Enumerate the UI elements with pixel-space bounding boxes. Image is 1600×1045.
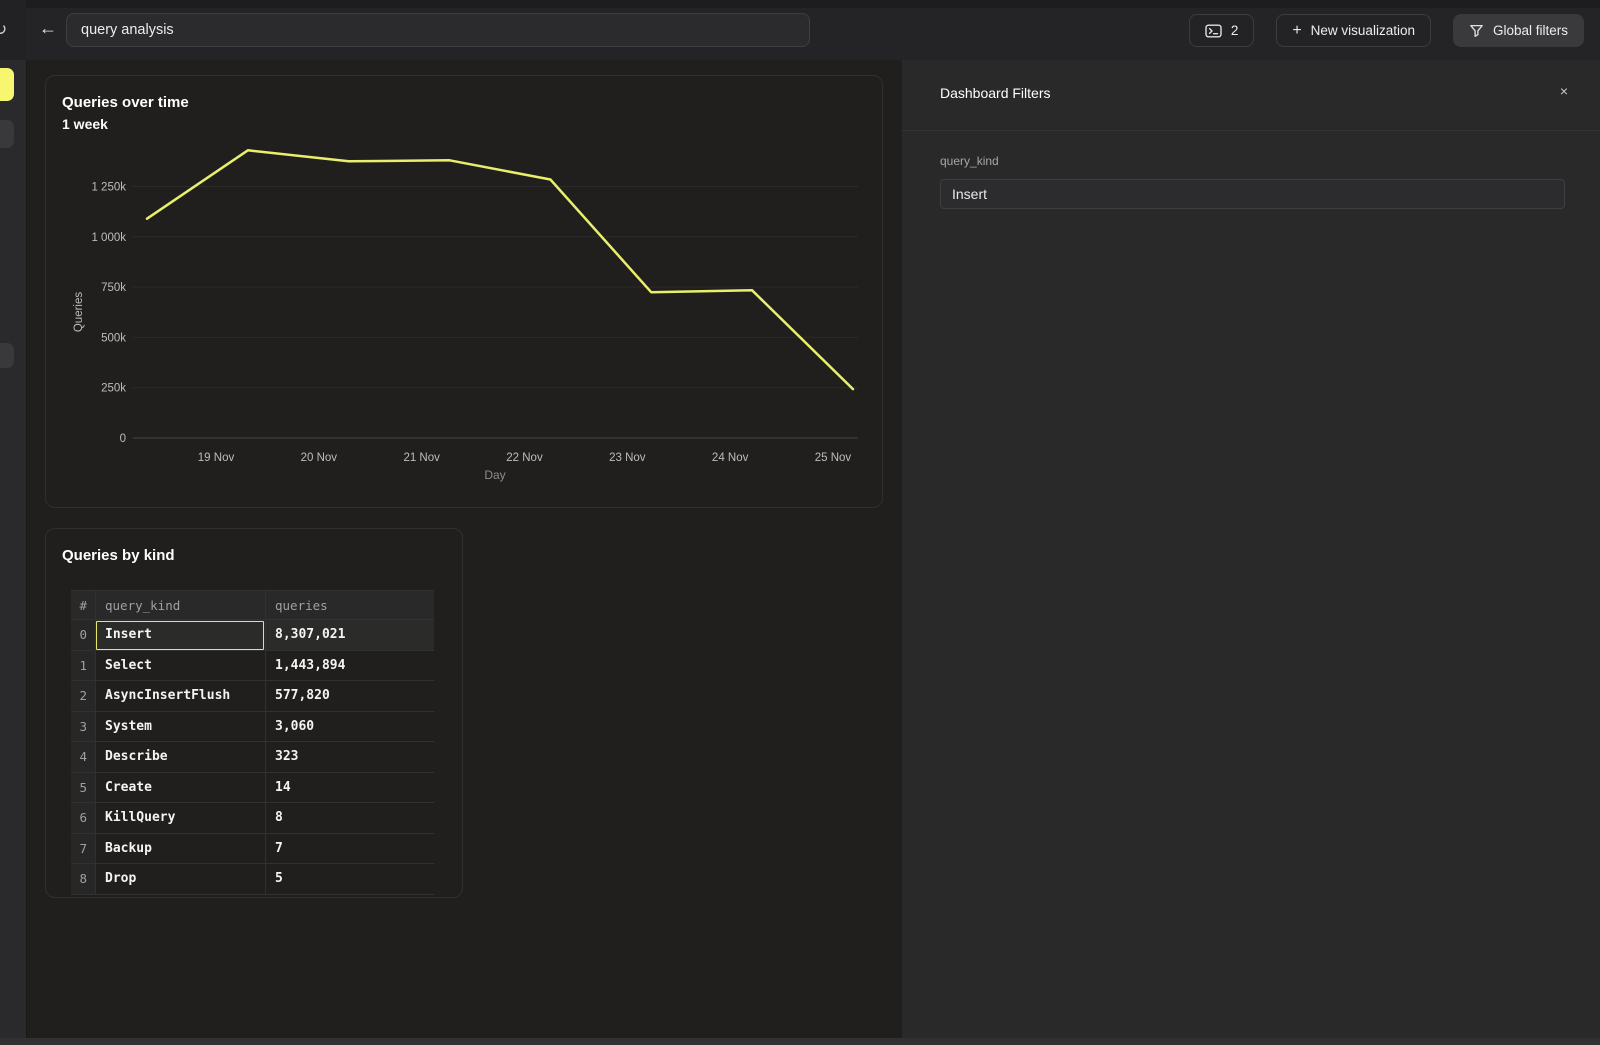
- queries-value-cell[interactable]: 577,820: [265, 681, 434, 712]
- queries-value-cell[interactable]: 14: [265, 773, 434, 804]
- queries-value-cell[interactable]: 1,443,894: [265, 651, 434, 682]
- table-row: 8Drop5: [71, 864, 434, 895]
- row-index-cell: 5: [71, 773, 95, 804]
- dashboard-title-input[interactable]: [66, 13, 810, 47]
- column-header-index: #: [71, 590, 95, 620]
- table-row: 1Select1,443,894: [71, 651, 434, 682]
- queries-by-kind-card[interactable]: Queries by kind # query_kind queries 0In…: [45, 528, 463, 898]
- window-top-edge: [0, 0, 1600, 8]
- queries-by-kind-table: # query_kind queries 0Insert8,307,0211Se…: [71, 590, 434, 895]
- queries-value-cell[interactable]: 323: [265, 742, 434, 773]
- global-filters-label: Global filters: [1493, 23, 1568, 38]
- visualization-sidebar: [0, 60, 27, 1045]
- query-kind-cell[interactable]: Insert: [95, 620, 265, 651]
- query-kind-cell[interactable]: Select: [95, 651, 265, 682]
- row-index-cell: 3: [71, 712, 95, 743]
- x-tick-label: 25 Nov: [815, 452, 852, 464]
- table-row: 3System3,060: [71, 712, 434, 743]
- y-axis-title: Queries: [73, 292, 85, 333]
- queries-over-time-chart: 0 250k 500k 750k 1 000k 1 250k 19 Nov 20 Nov 21 …: [46, 76, 884, 509]
- table-body: 0Insert8,307,0211Select1,443,8942AsyncIn…: [71, 620, 434, 895]
- table-row: 0Insert8,307,021: [71, 620, 434, 651]
- query-kind-filter-input[interactable]: [940, 179, 1565, 209]
- x-tick-label: 20 Nov: [301, 452, 338, 464]
- y-tick-label: 1 250k: [91, 182, 126, 194]
- window-bottom-edge: [0, 1038, 1600, 1045]
- x-tick-label: 22 Nov: [506, 452, 543, 464]
- query-kind-cell[interactable]: Create: [95, 773, 265, 804]
- y-tick-label: 1 000k: [91, 232, 126, 244]
- query-kind-cell[interactable]: AsyncInsertFlush: [95, 681, 265, 712]
- sidebar-tile[interactable]: [0, 120, 14, 148]
- table-row: 7Backup7: [71, 834, 434, 865]
- reload-icon[interactable]: ↻: [0, 20, 7, 40]
- new-visualization-label: New visualization: [1311, 23, 1415, 38]
- sidebar-tile-active[interactable]: [0, 68, 14, 101]
- query-kind-cell[interactable]: Drop: [95, 864, 265, 895]
- queries-value-cell[interactable]: 8: [265, 803, 434, 834]
- row-index-cell: 8: [71, 864, 95, 895]
- query-kind-cell[interactable]: KillQuery: [95, 803, 265, 834]
- close-icon[interactable]: ×: [1560, 83, 1568, 99]
- filter-field-label: query_kind: [940, 154, 999, 168]
- queries-value-cell[interactable]: 8,307,021: [265, 620, 434, 651]
- row-index-cell: 2: [71, 681, 95, 712]
- console-count-button[interactable]: 2: [1189, 14, 1255, 47]
- top-bar: ↻ ← 2 + New visualization Global: [0, 0, 1600, 60]
- table-header-row: # query_kind queries: [71, 590, 434, 620]
- query-kind-cell[interactable]: System: [95, 712, 265, 743]
- chart-title: Queries over time: [62, 94, 189, 111]
- column-header-query-kind: query_kind: [95, 590, 265, 620]
- table-row: 6KillQuery8: [71, 803, 434, 834]
- global-filters-button[interactable]: Global filters: [1453, 14, 1584, 47]
- row-index-cell: 4: [71, 742, 95, 773]
- console-count: 2: [1231, 23, 1239, 38]
- queries-over-time-card[interactable]: 0 250k 500k 750k 1 000k 1 250k 19 Nov 20 Nov 21 …: [45, 75, 883, 508]
- back-button[interactable]: ←: [39, 18, 57, 39]
- row-index-cell: 7: [71, 834, 95, 865]
- x-tick-label: 24 Nov: [712, 452, 749, 464]
- top-bar-actions: 2 + New visualization Global filters: [1189, 14, 1584, 47]
- x-tick-label: 23 Nov: [609, 452, 646, 464]
- console-icon: [1205, 24, 1222, 38]
- x-tick-label: 19 Nov: [198, 452, 235, 464]
- row-index-cell: 0: [71, 620, 95, 651]
- dashboard-canvas: 0250k500k750k1 000k1 250k19 Nov20 Nov21 …: [27, 60, 902, 1045]
- column-header-queries: queries: [265, 590, 434, 620]
- y-tick-label: 250k: [101, 383, 126, 395]
- queries-value-cell[interactable]: 3,060: [265, 712, 434, 743]
- table-row: 4Describe323: [71, 742, 434, 773]
- dashboard-filters-panel: Dashboard Filters × query_kind: [902, 60, 1600, 1045]
- panel-divider: [902, 130, 1600, 131]
- plus-icon: +: [1292, 23, 1301, 39]
- y-tick-label: 0: [120, 433, 126, 445]
- x-tick-label: 21 Nov: [403, 452, 440, 464]
- top-bar-corner: ↻: [0, 0, 26, 60]
- table-title: Queries by kind: [62, 547, 175, 564]
- queries-value-cell[interactable]: 7: [265, 834, 434, 865]
- table-row: 5Create14: [71, 773, 434, 804]
- filters-panel-title: Dashboard Filters: [940, 85, 1051, 101]
- funnel-icon: [1469, 24, 1484, 38]
- row-index-cell: 6: [71, 803, 95, 834]
- chart-subtitle: 1 week: [62, 116, 108, 132]
- query-kind-cell[interactable]: Backup: [95, 834, 265, 865]
- query-kind-cell[interactable]: Describe: [95, 742, 265, 773]
- table-row: 2AsyncInsertFlush577,820: [71, 681, 434, 712]
- x-axis-title: Day: [484, 468, 505, 482]
- new-visualization-button[interactable]: + New visualization: [1276, 14, 1431, 47]
- sidebar-tile[interactable]: [0, 343, 14, 368]
- y-tick-label: 750k: [101, 282, 126, 294]
- queries-value-cell[interactable]: 5: [265, 864, 434, 895]
- row-index-cell: 1: [71, 651, 95, 682]
- y-tick-label: 500k: [101, 332, 126, 344]
